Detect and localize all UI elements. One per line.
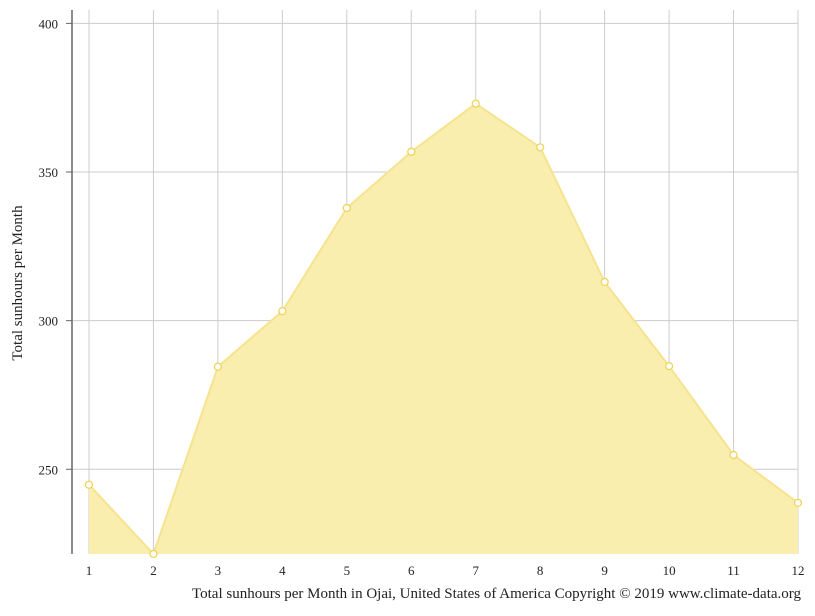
x-tick-label: 3: [215, 563, 222, 578]
x-tick-label: 12: [792, 563, 805, 578]
x-tick-label: 10: [663, 563, 676, 578]
x-tick-label: 11: [727, 563, 740, 578]
data-point-month-12: [793, 498, 803, 508]
x-tick-label: 5: [344, 563, 351, 578]
x-tick-label: 8: [537, 563, 544, 578]
data-point-month-2: [149, 549, 158, 559]
data-point-month-5: [342, 203, 351, 213]
data-point-month-3: [213, 362, 223, 371]
y-tick-label: 350: [39, 165, 59, 180]
x-tick-label: 7: [472, 563, 479, 578]
x-tick-label: 1: [86, 563, 93, 578]
data-point-month-4: [278, 306, 287, 316]
x-tick-label: 6: [408, 563, 415, 578]
x-tick-label: 4: [279, 563, 286, 578]
y-tick-label: 400: [39, 16, 59, 31]
marker-layer: [84, 99, 803, 559]
y-tick-label: 300: [39, 314, 59, 329]
series-line: [88, 102, 799, 556]
area-layer: [88, 102, 799, 556]
data-point-month-7: [471, 99, 480, 108]
series-area: [89, 103, 798, 554]
y-axis-title: Total sunhours per Month: [10, 205, 26, 361]
y-tick-label: 250: [39, 462, 59, 477]
data-point-month-1: [84, 480, 94, 489]
chart-caption: Total sunhours per Month in Ojai, United…: [192, 586, 801, 602]
data-point-month-8: [536, 143, 545, 152]
axis-layer: [66, 10, 73, 554]
data-point-month-6: [407, 147, 416, 156]
data-point-month-11: [729, 450, 738, 460]
x-tick-label: 2: [150, 563, 157, 578]
data-point-month-9: [600, 277, 609, 287]
x-tick-label: 9: [601, 563, 608, 578]
data-point-month-10: [664, 361, 674, 371]
